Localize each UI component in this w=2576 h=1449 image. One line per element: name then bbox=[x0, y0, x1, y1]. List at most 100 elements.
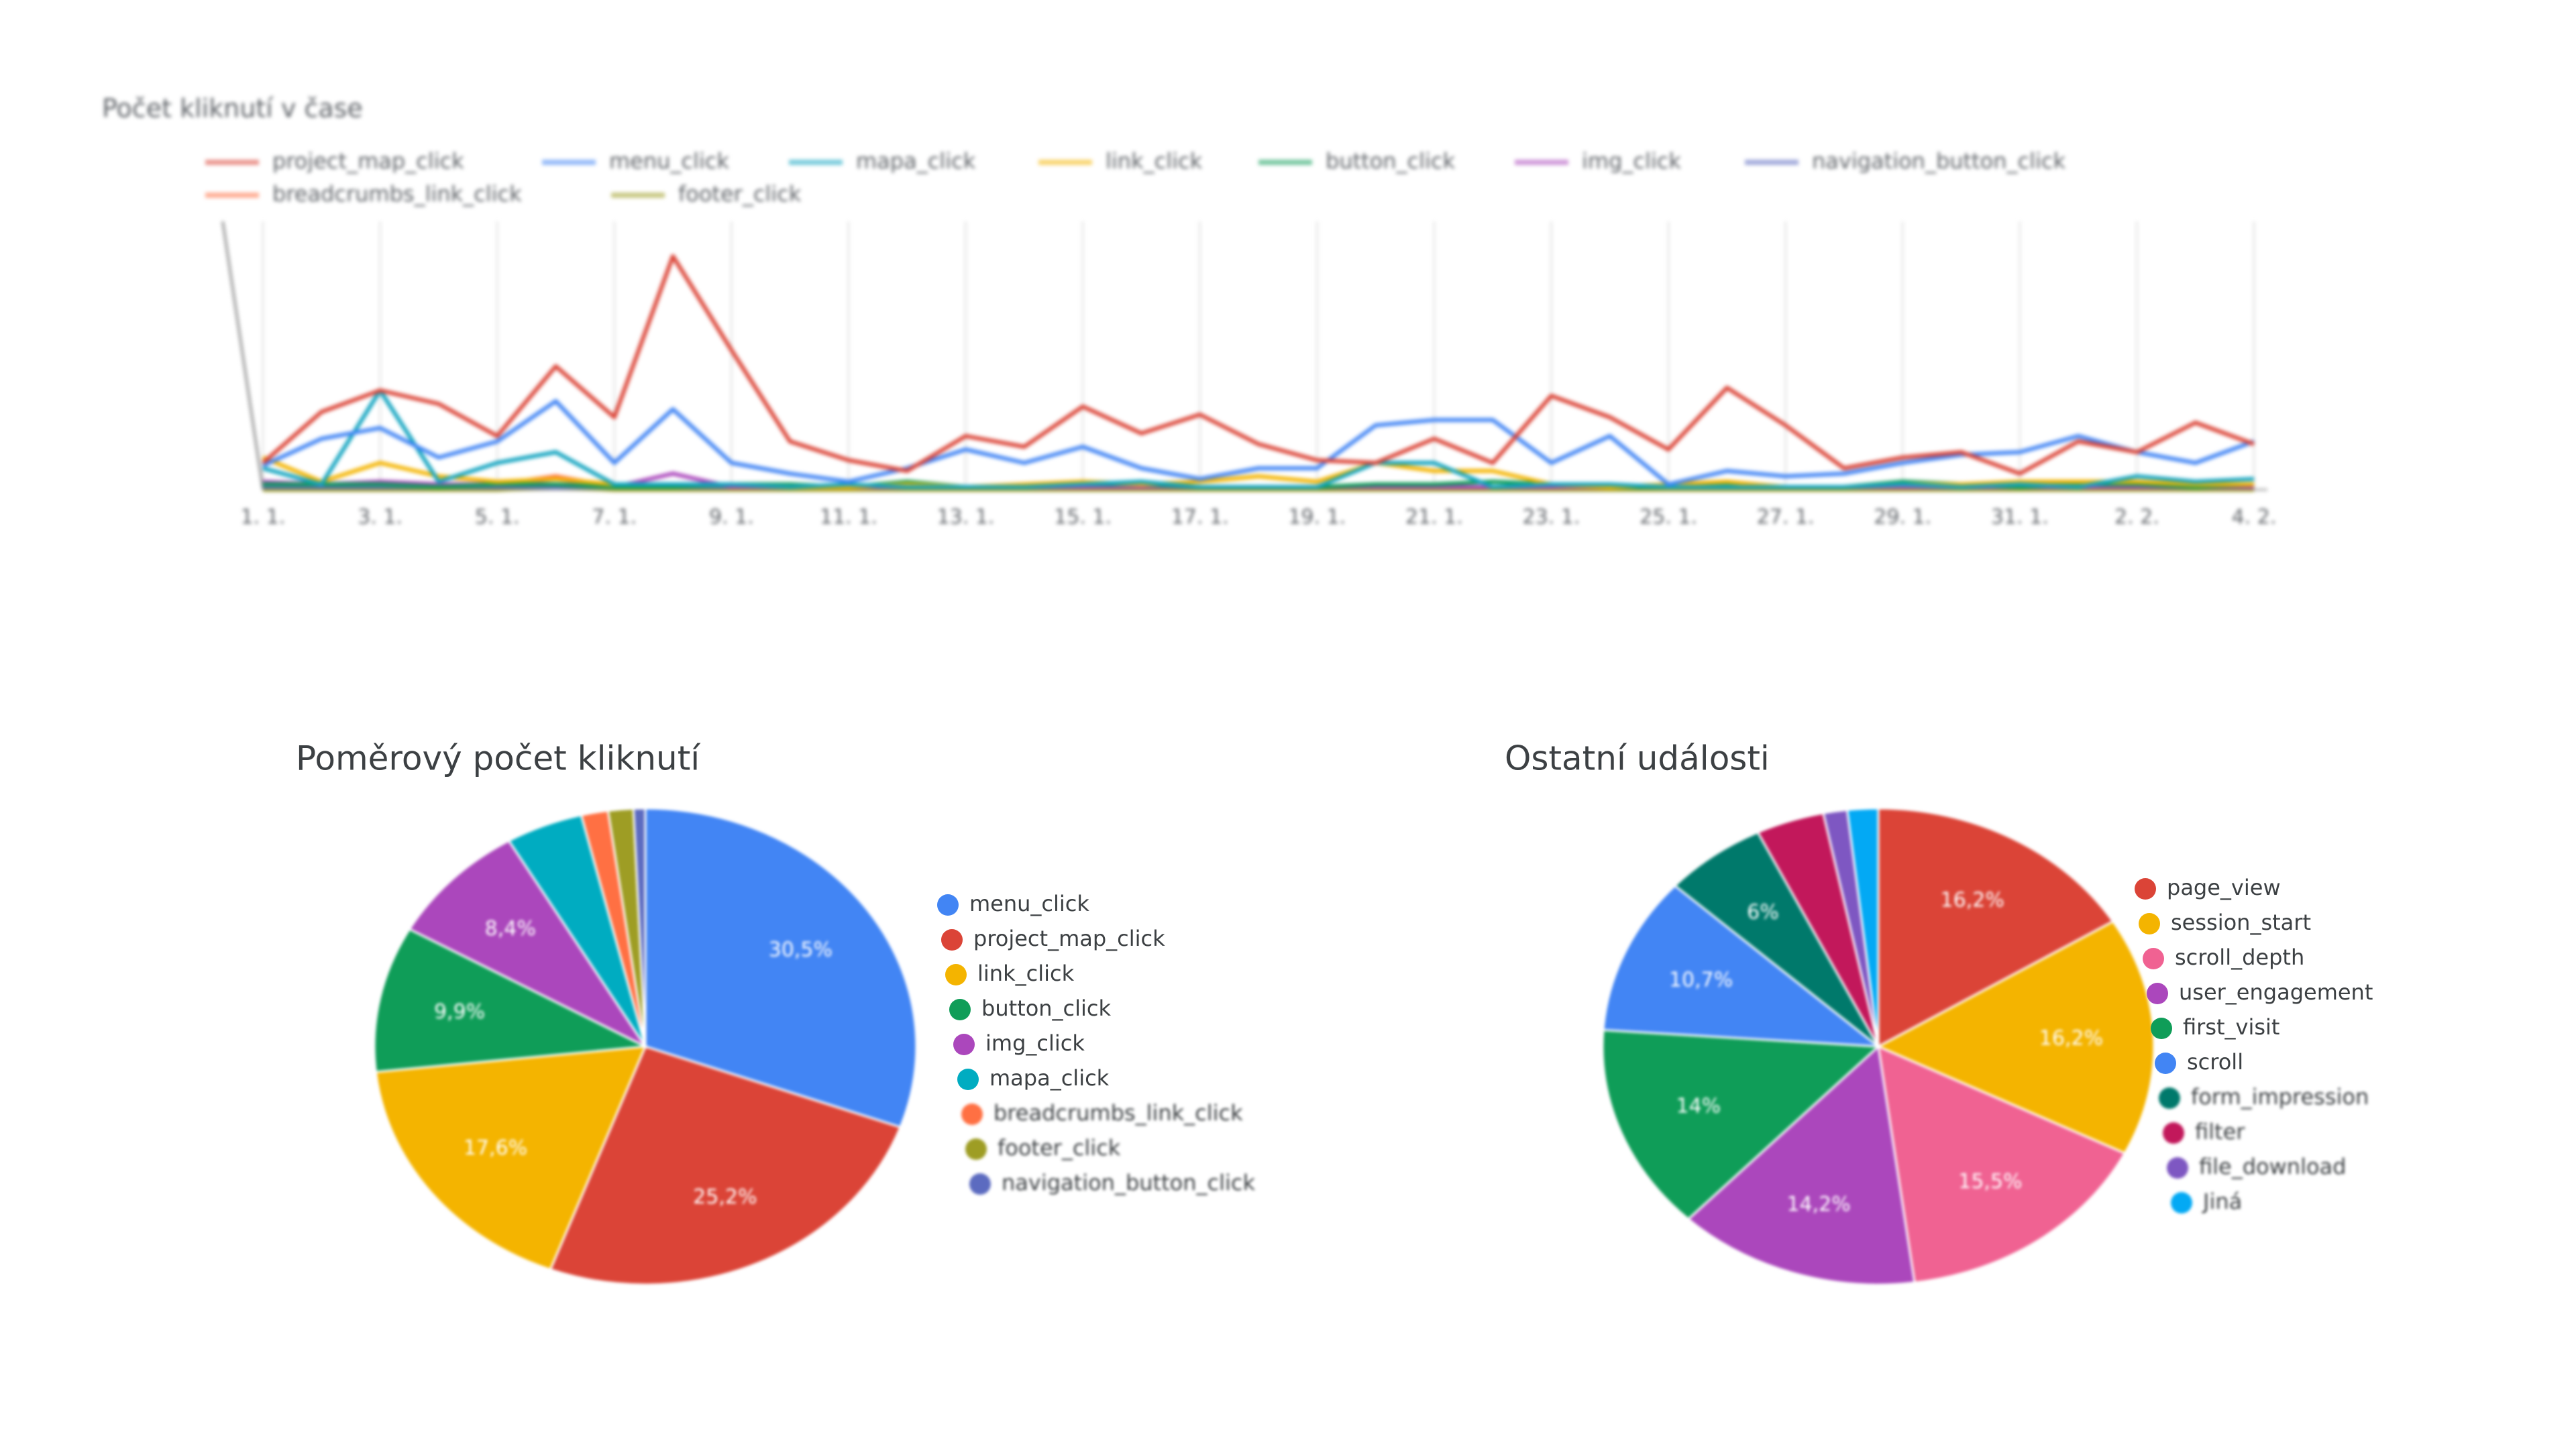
slice-label: 8,4% bbox=[485, 917, 536, 941]
slice-label: 16,2% bbox=[1941, 888, 2004, 912]
legend-label: footer_click bbox=[678, 181, 802, 207]
legend-dot bbox=[965, 1138, 987, 1160]
pie-slice bbox=[1877, 1044, 2127, 1284]
legend-label: page_view bbox=[2167, 875, 2281, 900]
x-tick-label: 9. 1. bbox=[709, 506, 754, 529]
legend-label: Jiná bbox=[2202, 1189, 2242, 1214]
legend-item: form_impression bbox=[2159, 1084, 2369, 1110]
legend-label: project_map_click bbox=[272, 148, 464, 174]
x-tick-label: 29. 1. bbox=[1874, 506, 1931, 529]
pie: 30,5% 25,2% 17,6% 9,9% 8,4% bbox=[373, 807, 918, 1286]
legend-item: scroll bbox=[2155, 1049, 2243, 1075]
x-tick-label: 5. 1. bbox=[475, 506, 520, 529]
legend-label: user_engagement bbox=[2179, 979, 2373, 1005]
legend-item: session_start bbox=[2139, 910, 2311, 935]
legend-label: button_click bbox=[1326, 148, 1456, 174]
legend-dot bbox=[969, 1173, 991, 1195]
x-tick-label: 13. 1. bbox=[937, 506, 995, 529]
x-tick-label: 19. 1. bbox=[1288, 506, 1346, 529]
pie-chart: Poměrový počet kliknutí 30,5% 25,2% 17,6% 9,… bbox=[296, 739, 1255, 1286]
pie-slice bbox=[373, 928, 649, 1073]
x-tick-label: 25. 1. bbox=[1640, 506, 1697, 529]
legend-dot bbox=[2167, 1157, 2188, 1179]
legend-dot bbox=[2147, 983, 2168, 1004]
legend-label: file_download bbox=[2199, 1154, 2346, 1179]
pie-slice bbox=[1876, 920, 2155, 1155]
legend-dot bbox=[945, 964, 967, 985]
legend-dot bbox=[2159, 1087, 2180, 1109]
slice-label: 16,2% bbox=[2039, 1027, 2103, 1051]
x-tick-label: 21. 1. bbox=[1405, 506, 1463, 529]
legend-item: breadcrumbs_link_click bbox=[961, 1100, 1243, 1126]
legend-item: link_click bbox=[945, 961, 1075, 986]
x-tick-label: 23. 1. bbox=[1523, 506, 1580, 529]
legend-dot bbox=[2135, 878, 2156, 900]
x-tick-label: 31. 1. bbox=[1991, 506, 2049, 529]
legend-label: footer_click bbox=[998, 1135, 1121, 1161]
legend-item: page_view bbox=[2135, 875, 2281, 900]
legend-item: navigation_button_click bbox=[969, 1170, 1255, 1195]
slice-label: 6% bbox=[1747, 900, 1779, 924]
chart-title: Počet kliknutí v čase bbox=[102, 94, 363, 123]
legend-dot bbox=[949, 999, 971, 1020]
slice-label: 14% bbox=[1676, 1095, 1721, 1118]
legend-dot bbox=[2163, 1122, 2184, 1144]
chart-title: Ostatní události bbox=[1505, 739, 1770, 778]
legend-label: button_click bbox=[981, 996, 1112, 1021]
x-tick-label: 7. 1. bbox=[592, 506, 637, 529]
x-tick-label: 11. 1. bbox=[820, 506, 877, 529]
legend-label: filter bbox=[2195, 1119, 2245, 1144]
legend-dot bbox=[941, 929, 963, 951]
series-line bbox=[262, 399, 2255, 486]
chart-title: Poměrový počet kliknutí bbox=[296, 739, 701, 778]
slice-label: 9,9% bbox=[434, 1000, 485, 1024]
legend-label: scroll bbox=[2187, 1049, 2243, 1075]
legend-label: mapa_click bbox=[856, 148, 976, 174]
pie-chart: Ostatní události16,2%16,2%15,5%14,2%14%1… bbox=[1505, 739, 2373, 1286]
legend-label: menu_click bbox=[609, 148, 729, 174]
legend-label: breadcrumbs_link_click bbox=[994, 1100, 1243, 1126]
legend-label: session_start bbox=[2171, 910, 2311, 935]
legend-item: first_visit bbox=[2151, 1014, 2279, 1040]
pie-slice bbox=[644, 807, 918, 1129]
slice-label: 14,2% bbox=[1786, 1193, 1850, 1216]
pie-slice bbox=[1601, 1028, 1881, 1221]
series-line bbox=[262, 254, 2255, 476]
legend-dot bbox=[2143, 948, 2164, 969]
slice-label: 30,5% bbox=[769, 938, 833, 962]
legend-label: img_click bbox=[1582, 148, 1681, 174]
legend-label: navigation_button_click bbox=[1812, 148, 2065, 174]
x-tick-label: 4. 2. bbox=[2232, 506, 2277, 529]
pie-slice bbox=[408, 839, 649, 1049]
legend-label: link_click bbox=[1106, 148, 1203, 174]
pie-slice bbox=[1845, 807, 1880, 1047]
legend-label: menu_click bbox=[969, 891, 1089, 916]
pie-slice bbox=[549, 1045, 902, 1286]
pie-slice bbox=[1686, 1044, 1916, 1286]
legend-item: mapa_click bbox=[957, 1065, 1110, 1091]
slice-label: 25,2% bbox=[693, 1185, 757, 1209]
legend-label: scroll_depth bbox=[2175, 945, 2304, 970]
legend-label: form_impression bbox=[2191, 1084, 2369, 1110]
legend-dot bbox=[2139, 913, 2160, 934]
legend-item: menu_click bbox=[937, 891, 1089, 916]
legend-item: file_download bbox=[2167, 1154, 2346, 1179]
legend-item: scroll_depth bbox=[2143, 945, 2304, 970]
legend-dot bbox=[937, 894, 959, 916]
pie-slice bbox=[1673, 830, 1880, 1048]
legend-item: footer_click bbox=[965, 1135, 1121, 1161]
pie-slice bbox=[1602, 884, 1882, 1048]
legend-item: button_click bbox=[949, 996, 1112, 1021]
legend-dot bbox=[2151, 1018, 2172, 1039]
x-tick-label: 3. 1. bbox=[358, 506, 402, 529]
x-tick-label: 15. 1. bbox=[1054, 506, 1112, 529]
pie-slice bbox=[1877, 807, 2114, 1049]
legend-dot bbox=[961, 1104, 983, 1125]
slice-label: 17,6% bbox=[464, 1136, 527, 1160]
slice-label: 15,5% bbox=[1958, 1170, 2022, 1193]
legend-label: mapa_click bbox=[989, 1065, 1110, 1091]
legend-item: user_engagement bbox=[2147, 979, 2373, 1005]
legend-label: first_visit bbox=[2183, 1014, 2279, 1040]
